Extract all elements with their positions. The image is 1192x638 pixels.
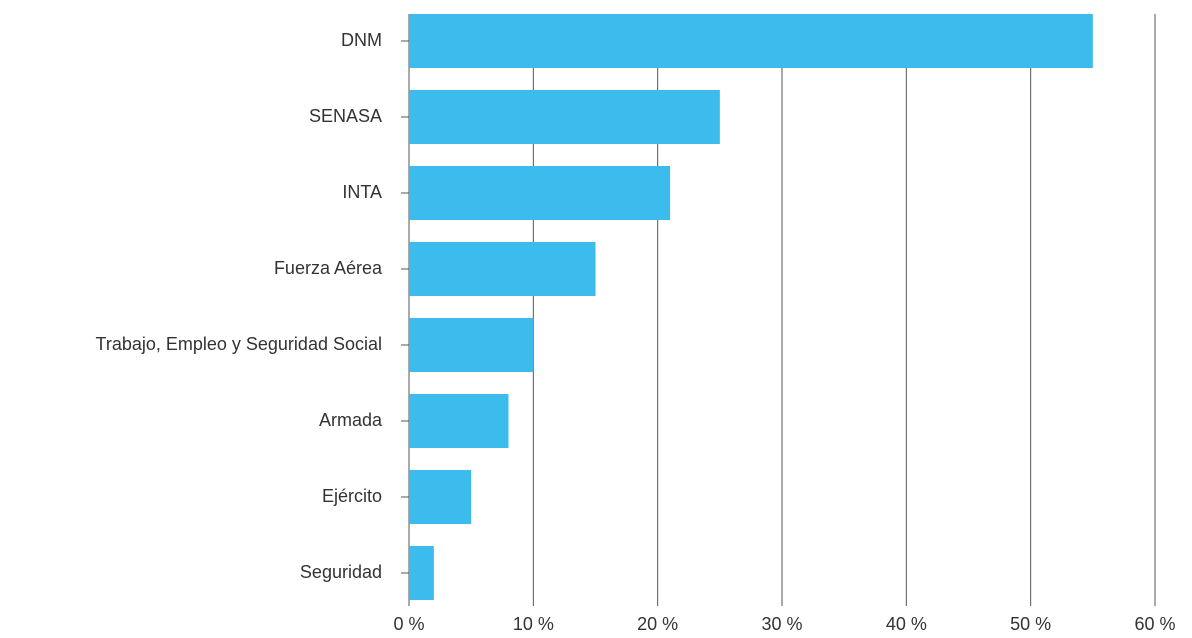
y-tick-label: Seguridad — [300, 562, 382, 582]
bar — [409, 90, 720, 144]
x-tick-label: 10 % — [513, 614, 554, 634]
y-tick-label: Trabajo, Empleo y Seguridad Social — [96, 334, 383, 354]
bar — [409, 394, 509, 448]
x-tick-label: 60 % — [1134, 614, 1175, 634]
bar — [409, 470, 472, 524]
bar — [409, 318, 534, 372]
y-tick-label: Ejército — [322, 486, 382, 506]
bar — [409, 14, 1093, 68]
y-tick-label: Fuerza Aérea — [274, 258, 383, 278]
x-tick-label: 30 % — [761, 614, 802, 634]
bar — [409, 242, 596, 296]
bar — [409, 166, 671, 220]
y-tick-label: INTA — [342, 182, 382, 202]
x-tick-label: 40 % — [886, 614, 927, 634]
y-tick-label: Armada — [319, 410, 383, 430]
x-tick-label: 0 % — [393, 614, 424, 634]
x-tick-label: 50 % — [1010, 614, 1051, 634]
y-tick-label: DNM — [341, 30, 382, 50]
x-tick-label: 20 % — [637, 614, 678, 634]
bar — [409, 546, 434, 600]
y-tick-label: SENASA — [309, 106, 382, 126]
